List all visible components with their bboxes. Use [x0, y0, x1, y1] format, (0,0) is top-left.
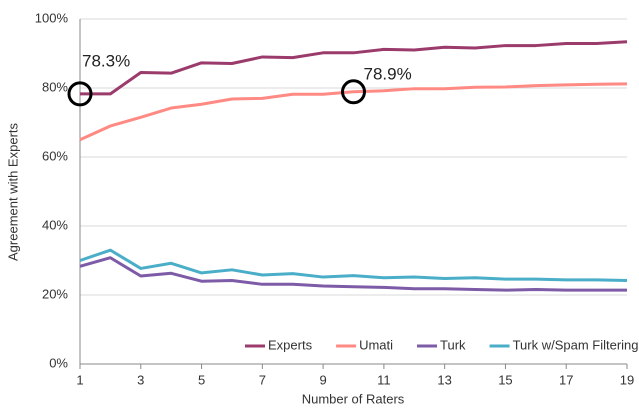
y-tick-label: 80% — [42, 79, 68, 94]
annotation-circle — [341, 79, 366, 105]
y-tick-label: 20% — [42, 286, 68, 301]
annotation-circle — [67, 81, 93, 107]
legend-label: Umati — [359, 337, 393, 352]
series-line — [80, 40, 628, 96]
series-line — [79, 82, 628, 142]
y-tick-label: 100% — [35, 10, 69, 25]
y-tick-label: 40% — [42, 217, 68, 232]
legend-label: Experts — [268, 337, 313, 352]
annotation-label: 78.3% — [82, 51, 130, 70]
x-tick-label: 3 — [137, 372, 144, 387]
x-tick-label: 19 — [620, 372, 634, 387]
x-tick-label: 7 — [259, 372, 266, 387]
x-tick-label: 11 — [377, 372, 391, 387]
x-axis-label: Number of Raters — [302, 391, 405, 406]
series-line — [79, 248, 628, 283]
legend-label: Turk w/Spam Filtering — [513, 337, 639, 352]
y-axis-label: Agreement with Experts — [5, 123, 20, 262]
annotation-label: 78.9% — [364, 64, 412, 83]
x-tick-label: 9 — [319, 372, 326, 387]
x-tick-label: 15 — [498, 372, 512, 387]
y-tick-label: 60% — [42, 148, 68, 163]
x-tick-label: 17 — [559, 372, 573, 387]
y-tick-label: 0% — [49, 355, 68, 370]
legend-label: Turk — [440, 337, 466, 352]
x-tick-label: 5 — [198, 372, 205, 387]
series-line — [79, 256, 627, 292]
x-tick-label: 1 — [76, 372, 83, 387]
x-tick-label: 13 — [437, 372, 451, 387]
